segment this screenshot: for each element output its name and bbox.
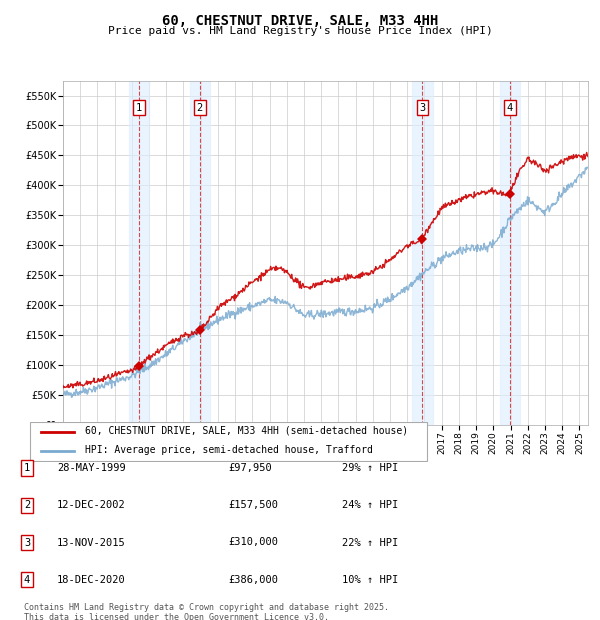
Text: 1: 1: [136, 102, 142, 112]
Bar: [128, 81, 149, 425]
Text: 1: 1: [24, 463, 30, 473]
Text: HPI: Average price, semi-detached house, Trafford: HPI: Average price, semi-detached house,…: [85, 445, 373, 455]
Text: 22% ↑ HPI: 22% ↑ HPI: [342, 538, 398, 547]
Text: 4: 4: [507, 102, 513, 112]
Text: Price paid vs. HM Land Registry's House Price Index (HPI): Price paid vs. HM Land Registry's House …: [107, 26, 493, 36]
Bar: [500, 81, 520, 425]
Text: £310,000: £310,000: [228, 538, 278, 547]
Text: 18-DEC-2020: 18-DEC-2020: [57, 575, 126, 585]
Text: 28-MAY-1999: 28-MAY-1999: [57, 463, 126, 473]
Text: 10% ↑ HPI: 10% ↑ HPI: [342, 575, 398, 585]
Text: 29% ↑ HPI: 29% ↑ HPI: [342, 463, 398, 473]
Text: £386,000: £386,000: [228, 575, 278, 585]
Text: 13-NOV-2015: 13-NOV-2015: [57, 538, 126, 547]
Text: 60, CHESTNUT DRIVE, SALE, M33 4HH: 60, CHESTNUT DRIVE, SALE, M33 4HH: [162, 14, 438, 28]
Text: 2: 2: [24, 500, 30, 510]
Text: 12-DEC-2002: 12-DEC-2002: [57, 500, 126, 510]
Text: 2: 2: [197, 102, 203, 112]
Bar: [412, 81, 433, 425]
Text: 60, CHESTNUT DRIVE, SALE, M33 4HH (semi-detached house): 60, CHESTNUT DRIVE, SALE, M33 4HH (semi-…: [85, 426, 408, 436]
Text: 3: 3: [24, 538, 30, 547]
Text: £157,500: £157,500: [228, 500, 278, 510]
Text: 24% ↑ HPI: 24% ↑ HPI: [342, 500, 398, 510]
Text: 3: 3: [419, 102, 425, 112]
Text: 4: 4: [24, 575, 30, 585]
Text: £97,950: £97,950: [228, 463, 272, 473]
FancyBboxPatch shape: [29, 422, 427, 461]
Bar: [190, 81, 210, 425]
Text: Contains HM Land Registry data © Crown copyright and database right 2025.
This d: Contains HM Land Registry data © Crown c…: [24, 603, 389, 620]
